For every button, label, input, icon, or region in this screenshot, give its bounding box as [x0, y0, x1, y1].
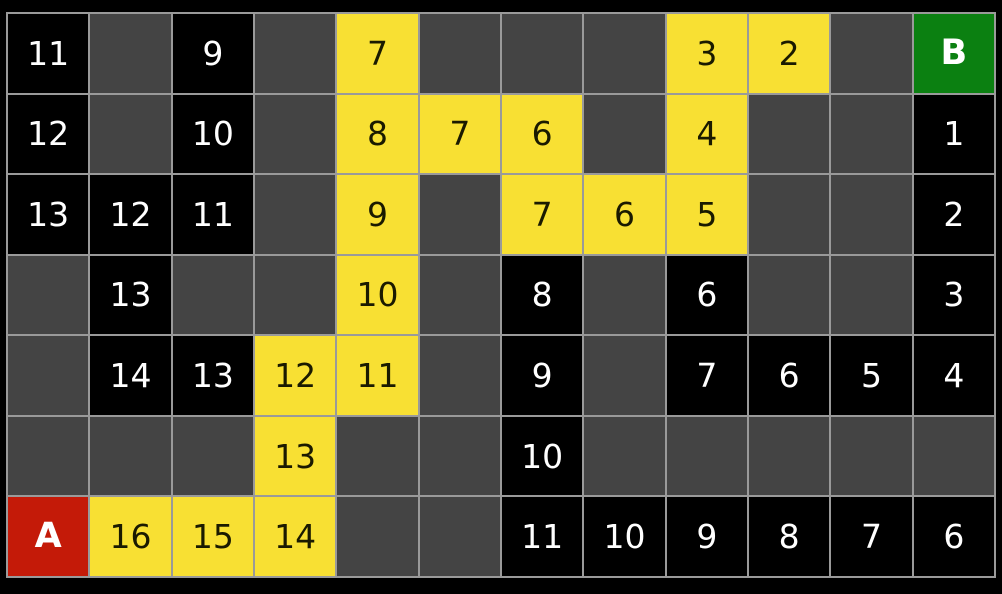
- wall-cell: [255, 255, 336, 335]
- wall-cell: [419, 175, 500, 254]
- wall-cell: [584, 94, 665, 174]
- start-cell[interactable]: A: [8, 497, 89, 576]
- wall-cell: [831, 94, 912, 174]
- path-cell[interactable]: 5: [666, 175, 747, 254]
- wall-cell: [749, 175, 830, 254]
- open-cell[interactable]: 9: [172, 14, 253, 93]
- open-cell[interactable]: 6: [749, 336, 830, 415]
- wall-cell: [749, 416, 830, 496]
- open-cell[interactable]: 8: [749, 497, 830, 576]
- path-cell[interactable]: 14: [255, 497, 336, 576]
- path-cell[interactable]: 11: [337, 336, 418, 415]
- wall-cell: [8, 255, 89, 335]
- open-cell[interactable]: 7: [831, 497, 912, 576]
- open-cell[interactable]: 11: [502, 497, 583, 576]
- wall-cell: [419, 255, 500, 335]
- wall-cell: [255, 175, 336, 254]
- path-cell[interactable]: 2: [749, 14, 830, 93]
- wall-cell: [831, 416, 912, 496]
- wall-cell: [419, 497, 500, 576]
- wall-cell: [90, 14, 171, 93]
- path-cell[interactable]: 7: [337, 14, 418, 93]
- open-cell[interactable]: 12: [90, 175, 171, 254]
- path-cell[interactable]: 8: [337, 94, 418, 174]
- wall-cell: [584, 14, 665, 93]
- goal-cell[interactable]: B: [913, 14, 994, 93]
- path-cell[interactable]: 6: [502, 94, 583, 174]
- open-cell[interactable]: 11: [172, 175, 253, 254]
- path-cell[interactable]: 16: [90, 497, 171, 576]
- wall-cell: [255, 94, 336, 174]
- wall-cell: [584, 255, 665, 335]
- open-cell[interactable]: 6: [666, 255, 747, 335]
- wall-cell: [172, 416, 253, 496]
- open-cell[interactable]: 7: [666, 336, 747, 415]
- wall-cell: [419, 336, 500, 415]
- wall-cell: [419, 14, 500, 93]
- open-cell[interactable]: 9: [502, 336, 583, 415]
- path-cell[interactable]: 4: [666, 94, 747, 174]
- path-cell[interactable]: 10: [337, 255, 418, 335]
- wall-cell: [831, 255, 912, 335]
- wall-cell: [90, 416, 171, 496]
- open-cell[interactable]: 1: [913, 94, 994, 174]
- path-cell[interactable]: 9: [337, 175, 418, 254]
- open-cell[interactable]: 3: [913, 255, 994, 335]
- wall-cell: [584, 336, 665, 415]
- open-cell[interactable]: 14: [90, 336, 171, 415]
- path-cell[interactable]: 3: [666, 14, 747, 93]
- wall-cell: [831, 14, 912, 93]
- open-cell[interactable]: 10: [584, 497, 665, 576]
- wall-cell: [749, 255, 830, 335]
- wall-cell: [831, 175, 912, 254]
- path-cell[interactable]: 7: [502, 175, 583, 254]
- path-cell[interactable]: 6: [584, 175, 665, 254]
- path-cell[interactable]: 7: [419, 94, 500, 174]
- open-cell[interactable]: 13: [8, 175, 89, 254]
- wall-cell: [337, 416, 418, 496]
- open-cell[interactable]: 5: [831, 336, 912, 415]
- wall-cell: [666, 416, 747, 496]
- wall-cell: [913, 416, 994, 496]
- open-cell[interactable]: 4: [913, 336, 994, 415]
- open-cell[interactable]: 9: [666, 497, 747, 576]
- open-cell[interactable]: 2: [913, 175, 994, 254]
- wall-cell: [502, 14, 583, 93]
- wall-cell: [419, 416, 500, 496]
- maze-grid: 11 9 7 3 2 B 12 10 8 7 6 4 1 13 12 11 9 7 6 5 2 13 10 8 6 3 14 13 12…: [6, 12, 996, 578]
- open-cell[interactable]: 10: [172, 94, 253, 174]
- open-cell[interactable]: 6: [913, 497, 994, 576]
- wall-cell: [255, 14, 336, 93]
- wall-cell: [749, 94, 830, 174]
- open-cell[interactable]: 13: [90, 255, 171, 335]
- open-cell[interactable]: 10: [502, 416, 583, 496]
- wall-cell: [337, 497, 418, 576]
- open-cell[interactable]: 13: [172, 336, 253, 415]
- path-cell[interactable]: 15: [172, 497, 253, 576]
- open-cell[interactable]: 8: [502, 255, 583, 335]
- path-cell[interactable]: 12: [255, 336, 336, 415]
- open-cell[interactable]: 12: [8, 94, 89, 174]
- wall-cell: [584, 416, 665, 496]
- wall-cell: [172, 255, 253, 335]
- wall-cell: [8, 416, 89, 496]
- wall-cell: [8, 336, 89, 415]
- wall-cell: [90, 94, 171, 174]
- open-cell[interactable]: 11: [8, 14, 89, 93]
- path-cell[interactable]: 13: [255, 416, 336, 496]
